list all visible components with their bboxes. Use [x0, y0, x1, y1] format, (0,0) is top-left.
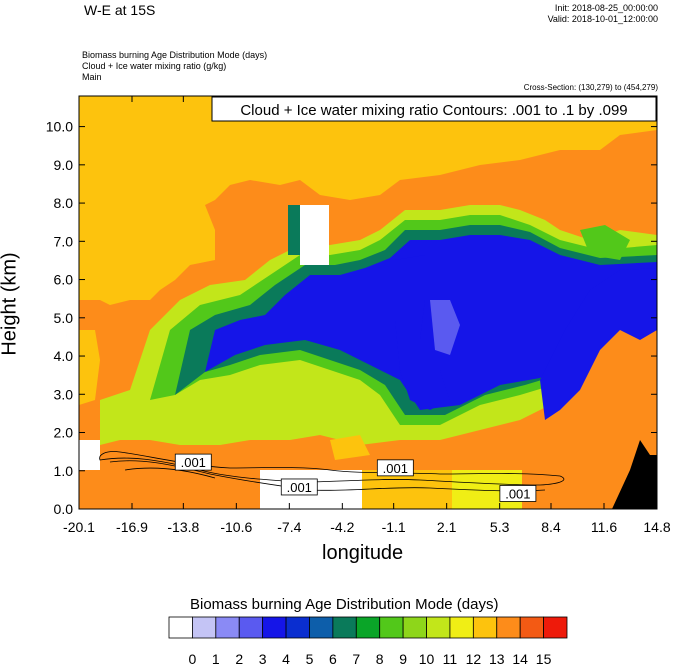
colorbar-label: 2 — [235, 651, 243, 667]
terrain-mask — [612, 440, 657, 509]
svg-text:.001: .001 — [505, 486, 530, 501]
x-tick-label: 11.6 — [591, 519, 617, 535]
x-tick-label: -4.2 — [330, 519, 354, 535]
subtitle-line: Cloud + Ice water mixing ratio (g/kg) — [82, 61, 227, 71]
age-region-4b — [395, 255, 450, 410]
y-tick-label: 2.0 — [54, 425, 74, 441]
x-tick-label: -16.9 — [116, 519, 148, 535]
x-tick-label: -10.6 — [220, 519, 252, 535]
colorbar-swatch — [472, 616, 498, 639]
colorbar-label: 10 — [419, 651, 435, 667]
colorbar-swatch — [168, 616, 193, 639]
colorbar-label: 1 — [212, 651, 220, 667]
x-tick-label: -7.4 — [277, 519, 301, 535]
colorbar: 0 1 2 3 4 5 6 7 8 9 10 11 12 13 14 15 — [168, 616, 568, 667]
colorbar-swatch — [309, 616, 334, 639]
colorbar-swatch — [285, 616, 310, 639]
y-tick-label: 6.0 — [54, 272, 74, 288]
colorbar-label: 9 — [399, 651, 407, 667]
contour-info-text: Cloud + Ice water mixing ratio Contours:… — [240, 102, 627, 119]
colorbar-label: 8 — [376, 651, 384, 667]
contour-label: .001 — [376, 459, 414, 477]
colorbar-label: 6 — [329, 651, 337, 667]
colorbar-swatch — [519, 616, 544, 639]
colorbar-swatch — [238, 616, 264, 639]
age-region-0 — [300, 205, 329, 265]
colorbar-label: 14 — [512, 651, 528, 667]
colorbar-swatch — [496, 616, 521, 639]
colorbar-label: 3 — [259, 651, 267, 667]
contour-label-group: .001 .001 .001 .001 — [174, 453, 537, 502]
age-region-9b — [580, 225, 630, 260]
y-tick-label: 9.0 — [54, 157, 74, 173]
colorbar-swatch — [192, 616, 217, 639]
colorbar-swatch — [332, 616, 357, 639]
subtitle-line: Main — [82, 72, 102, 82]
age-region-13c — [330, 435, 370, 460]
age-region-13d — [362, 470, 452, 509]
y-axis-label: Height (km) — [0, 252, 21, 356]
y-tick-label: 10.0 — [46, 119, 73, 135]
contour-info-box: Cloud + Ice water mixing ratio Contours:… — [211, 96, 657, 122]
age-region-13b — [79, 330, 100, 405]
colorbar-label: 0 — [189, 651, 197, 667]
age-region-14b — [230, 195, 250, 280]
y-axis: 0.0 1.0 2.0 3.0 4.0 5.0 6.0 7.0 8.0 9.0 10.0 — [46, 119, 657, 517]
svg-text:.001: .001 — [181, 455, 206, 470]
y-tick-label: 3.0 — [54, 386, 74, 402]
age-region-4c — [540, 268, 657, 420]
y-tick-label: 8.0 — [54, 195, 74, 211]
y-tick-label: 4.0 — [54, 348, 74, 364]
age-region-0b — [79, 440, 100, 470]
subtitle-line: Biomass burning Age Distribution Mode (d… — [82, 50, 268, 60]
x-axis: -20.1 -16.9 -13.8 -10.6 -7.4 -4.2 -1.1 2.1 5.3 8.… — [63, 96, 671, 535]
contour-label: .001 — [280, 478, 318, 496]
contour-label: .001 — [499, 485, 537, 502]
colorbar-swatch — [426, 616, 451, 639]
svg-text:.001: .001 — [383, 461, 408, 476]
colorbar-label: 11 — [443, 651, 458, 667]
x-tick-label: 14.8 — [643, 519, 670, 535]
contour-label: .001 — [174, 453, 212, 471]
x-tick-label: -13.8 — [167, 519, 199, 535]
init-time: Init: 2018-08-25_00:00:00 — [554, 3, 658, 13]
colorbar-label: 12 — [466, 651, 482, 667]
x-tick-label: 5.3 — [490, 519, 510, 535]
colorbar-label: 7 — [352, 651, 360, 667]
colorbar-swatch — [402, 616, 427, 639]
x-axis-label: longitude — [322, 542, 404, 564]
x-tick-label: -1.1 — [382, 519, 406, 535]
colorbar-title: Biomass burning Age Distribution Mode (d… — [190, 596, 499, 613]
y-tick-label: 0.0 — [54, 501, 74, 517]
cross-section-label: Cross-Section: (130,279) to (454,279) — [523, 83, 658, 92]
y-tick-label: 7.0 — [54, 233, 74, 249]
y-tick-label: 1.0 — [54, 463, 74, 479]
colorbar-swatch — [355, 616, 381, 639]
colorbar-label: 5 — [306, 651, 314, 667]
age-region-3 — [430, 300, 460, 355]
chart-title: W-E at 15S — [84, 2, 156, 18]
x-tick-label: -20.1 — [63, 519, 95, 535]
age-region-4 — [205, 235, 657, 410]
svg-text:.001: .001 — [287, 480, 312, 495]
colorbar-swatch — [379, 616, 404, 639]
age-region-13 — [79, 96, 657, 305]
x-tick-label: 2.1 — [437, 519, 457, 535]
colorbar-label: 4 — [282, 651, 290, 667]
colorbar-swatch — [449, 616, 474, 639]
valid-time: Valid: 2018-10-01_12:00:00 — [547, 14, 658, 24]
x-tick-label: 8.4 — [541, 519, 561, 535]
colorbar-swatch — [215, 616, 240, 639]
colorbar-label: 13 — [489, 651, 505, 667]
colorbar-label: 15 — [536, 651, 552, 667]
colorbar-swatch — [543, 616, 568, 639]
y-tick-label: 5.0 — [54, 310, 74, 326]
age-region-7b — [288, 205, 300, 255]
heatmap-field — [79, 96, 657, 509]
colorbar-swatch — [262, 616, 287, 639]
plot-frame — [78, 95, 658, 510]
